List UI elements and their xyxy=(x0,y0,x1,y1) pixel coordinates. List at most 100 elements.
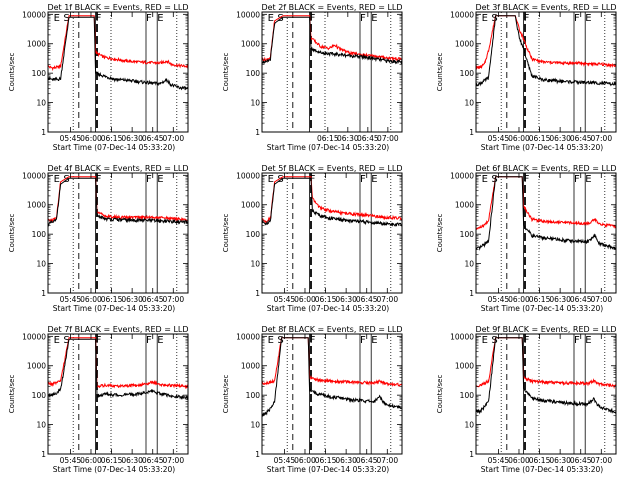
x-tick-label: 06:30 xyxy=(549,295,571,304)
x-tick-label: 06:45 xyxy=(570,295,592,304)
x-tick-label: 07:00 xyxy=(162,295,184,304)
y-tick-label: 10000 xyxy=(22,171,46,180)
y-tick-label: 100 xyxy=(246,230,261,239)
event-marker-label: E xyxy=(482,174,488,185)
y-tick-label: 10000 xyxy=(236,171,260,180)
x-tick-label: 06:15 xyxy=(315,295,337,304)
x-tick-label: 06:15 xyxy=(317,134,339,143)
event-marker-label: E xyxy=(268,174,274,185)
event-marker-label: E xyxy=(268,13,274,24)
y-axis-label: Counts/sec xyxy=(8,53,16,92)
x-tick-label: 05:45 xyxy=(274,456,296,465)
y-tick-label: 1 xyxy=(469,450,474,459)
event-marker-label: S xyxy=(491,174,497,185)
x-tick-label: 06:00 xyxy=(508,134,530,143)
y-axis-label: Counts/sec xyxy=(436,53,444,92)
x-tick-label: 06:00 xyxy=(80,134,102,143)
x-tick-label: 06:45 xyxy=(356,456,378,465)
event-marker-label: F xyxy=(524,13,530,24)
y-tick-label: 100 xyxy=(32,69,47,78)
x-tick-label: 07:00 xyxy=(590,295,612,304)
y-tick-label: 1000 xyxy=(241,201,260,210)
y-tick-label: 10 xyxy=(464,421,474,430)
y-tick-label: 1 xyxy=(41,128,46,137)
events-series-line xyxy=(476,337,616,415)
event-marker-label: F xyxy=(310,335,316,346)
y-tick-label: 1000 xyxy=(27,40,46,49)
event-marker-label: F xyxy=(146,13,152,24)
y-tick-label: 100 xyxy=(246,69,261,78)
x-tick-label: 07:00 xyxy=(377,134,399,143)
x-tick-label: 07:00 xyxy=(162,134,184,143)
y-tick-label: 1000 xyxy=(455,201,474,210)
plot-frame xyxy=(47,333,189,455)
x-tick-label: 05:45 xyxy=(60,456,82,465)
plot-frame xyxy=(475,333,617,455)
x-tick-label: 05:45 xyxy=(488,134,510,143)
event-marker-label: F xyxy=(96,13,102,24)
y-tick-label: 10 xyxy=(464,260,474,269)
x-tick-label: 06:45 xyxy=(142,295,164,304)
x-tick-label: 06:00 xyxy=(294,295,316,304)
event-marker-label: S xyxy=(277,335,283,346)
lld-series-line xyxy=(262,15,402,64)
y-tick-label: 1000 xyxy=(455,40,474,49)
x-tick-label: 07:00 xyxy=(590,456,612,465)
event-marker-label: F xyxy=(146,335,152,346)
event-marker-label: E xyxy=(371,13,377,24)
panel-title: Det 9f BLACK = Events, RED = LLD xyxy=(475,325,616,334)
y-tick-label: 1 xyxy=(255,128,260,137)
y-axis-label: Counts/sec xyxy=(8,375,16,414)
y-tick-label: 10 xyxy=(36,260,46,269)
y-tick-label: 10 xyxy=(250,99,260,108)
x-tick-label: 06:30 xyxy=(121,295,143,304)
x-axis-label: Start Time (07-Dec-14 05:33:20) xyxy=(481,304,603,313)
event-marker-label: F xyxy=(360,13,366,24)
y-tick-label: 1 xyxy=(255,289,260,298)
x-tick-label: 06:30 xyxy=(335,295,357,304)
panel-title: Det 3f BLACK = Events, RED = LLD xyxy=(475,3,616,12)
x-tick-label: 06:15 xyxy=(529,456,551,465)
y-tick-label: 10 xyxy=(464,99,474,108)
x-tick-label: 06:45 xyxy=(570,134,592,143)
x-tick-label: 07:00 xyxy=(590,134,612,143)
events-series-line xyxy=(262,16,402,65)
y-tick-label: 100 xyxy=(460,230,475,239)
events-series-line xyxy=(48,338,188,401)
event-marker-label: F xyxy=(524,174,530,185)
y-tick-label: 100 xyxy=(460,391,475,400)
x-axis-label: Start Time (07-Dec-14 05:33:20) xyxy=(267,143,389,152)
lld-series-line xyxy=(48,337,188,390)
x-tick-label: 06:15 xyxy=(101,134,123,143)
y-tick-label: 10000 xyxy=(22,332,46,341)
event-marker-label: S xyxy=(491,335,497,346)
x-tick-label: 07:00 xyxy=(376,295,398,304)
x-tick-label: 06:00 xyxy=(80,295,102,304)
x-axis-label: Start Time (07-Dec-14 05:33:20) xyxy=(53,143,175,152)
y-tick-label: 100 xyxy=(32,230,47,239)
event-marker-label: F xyxy=(146,174,152,185)
panel-title: Det 1f BLACK = Events, RED = LLD xyxy=(47,3,188,12)
event-marker-label: S xyxy=(63,335,69,346)
event-marker-label: E xyxy=(157,13,163,24)
events-series-line xyxy=(262,337,402,417)
panel-title: Det 4f BLACK = Events, RED = LLD xyxy=(47,164,188,173)
x-axis-label: Start Time (07-Dec-14 05:33:20) xyxy=(481,465,603,474)
event-marker-label: E xyxy=(482,13,488,24)
x-tick-label: 06:30 xyxy=(335,456,357,465)
plot-frame xyxy=(475,172,617,294)
event-marker-label: E xyxy=(585,174,591,185)
plot-frame xyxy=(475,11,617,133)
y-axis-label: Counts/sec xyxy=(222,375,230,414)
x-tick-label: 06:45 xyxy=(356,295,378,304)
x-tick-label: 06:00 xyxy=(80,456,102,465)
event-marker-label: F xyxy=(96,335,102,346)
y-axis-label: Counts/sec xyxy=(222,214,230,253)
y-tick-label: 10000 xyxy=(450,10,474,19)
plot-frame xyxy=(47,11,189,133)
events-series-line xyxy=(262,177,402,227)
event-marker-label: E xyxy=(54,13,60,24)
